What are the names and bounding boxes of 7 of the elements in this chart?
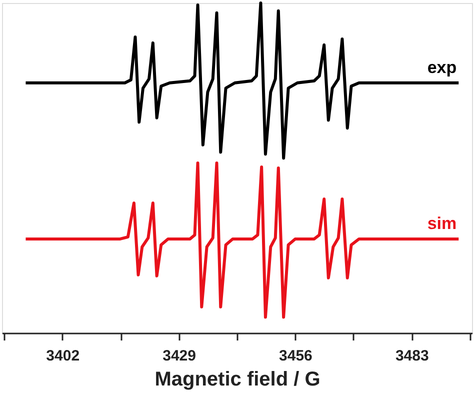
series-label: sim [427,214,457,233]
x-axis-title: Magnetic field / G [154,368,320,390]
x-tick-label: 3483 [395,348,429,364]
x-tick-label: 3429 [162,348,196,364]
x-tick-label: 3402 [46,348,80,364]
series-label: exp [427,58,457,77]
x-tick-label: 3456 [279,348,312,364]
